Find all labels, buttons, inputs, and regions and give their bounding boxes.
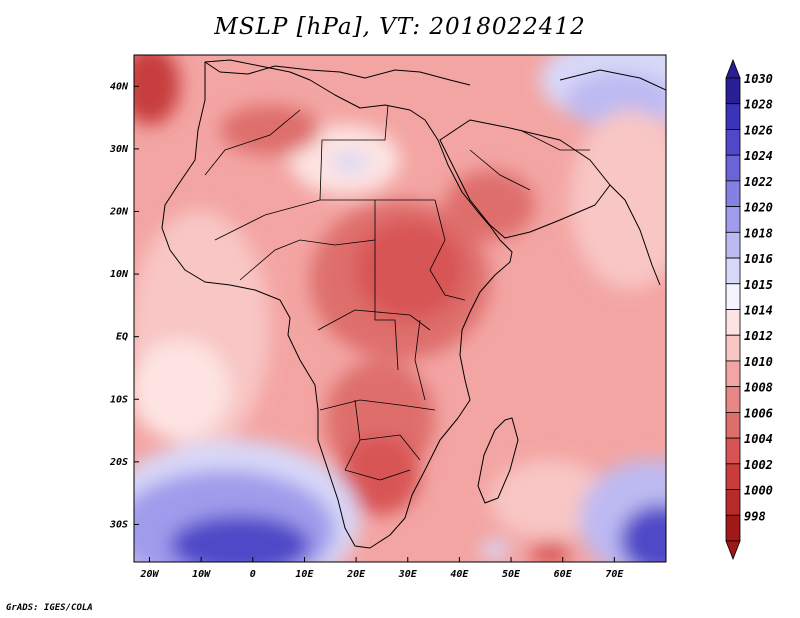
x-axis: 20W 10W 0 10E 20E 30E 40E 50E 60E 70E [139, 557, 624, 580]
colorbar: 1030 1028 1026 1024 1022 1020 1018 1016 1015 1014… [725, 58, 773, 561]
colorbar-label: 1020 [744, 201, 773, 215]
colorbar-label: 1004 [744, 432, 773, 446]
colorbar-label: 1000 [744, 484, 773, 498]
colorbar-label: 1008 [744, 381, 773, 395]
border-south-africa [359, 434, 421, 461]
africa-coastline [161, 59, 513, 549]
footer-credit: GrADS: IGES/COLA [6, 603, 93, 613]
border-east-africa [429, 199, 466, 301]
y-tick-label: EQ [116, 332, 128, 343]
coastlines [161, 59, 666, 549]
colorbar-label: 1022 [744, 175, 773, 189]
colorbar-swatch [725, 386, 741, 413]
europe-coast [204, 61, 471, 86]
y-tick-label: 30S [109, 519, 128, 530]
colorbar-label: 1012 [744, 329, 773, 343]
x-tick-label: 10W [192, 569, 211, 580]
map-title: MSLP [hPa], VT: 2018022412 [214, 14, 586, 40]
colorbar-label: 1024 [744, 149, 773, 163]
x-tick-label: 60E [554, 569, 573, 580]
x-tick-label: 20E [346, 569, 366, 580]
colorbar-swatch [725, 129, 741, 156]
x-tick-label: 10E [295, 569, 314, 580]
colorbar-swatch [725, 206, 741, 233]
border-arabia [469, 149, 531, 191]
x-tick-label: 70E [605, 569, 624, 580]
colorbar-label: 1018 [744, 226, 773, 240]
atlantic-ridge-core [134, 340, 230, 440]
pressure-field [134, 55, 666, 562]
south-atlantic-high-core [170, 515, 310, 562]
south-indian-high-core [620, 505, 666, 562]
colorbar-swatch [725, 180, 741, 208]
border-southern-ew [319, 399, 436, 411]
border-kalahari [344, 469, 411, 481]
libya-high [332, 152, 368, 172]
colorbar-label: 998 [744, 509, 766, 523]
colorbar-label: 1015 [744, 278, 773, 292]
colorbar-swatch [725, 411, 741, 439]
border-middle-east [519, 129, 590, 151]
small-high-south [481, 540, 509, 560]
colorbar-swatch [725, 283, 741, 310]
arabia-low [445, 170, 535, 240]
border-n-central [319, 104, 389, 201]
colorbar-swatch [725, 231, 741, 259]
colorbar-bottom-arrow [725, 540, 741, 561]
y-tick-label: 20N [109, 206, 129, 217]
x-tick-label: 0 [250, 569, 256, 580]
y-tick-label: 10S [110, 394, 128, 405]
border-central-ns [374, 200, 399, 371]
colorbar-label: 1030 [744, 72, 773, 86]
mascarene-low [530, 541, 570, 562]
colorbar-top-arrow [725, 58, 741, 79]
colorbar-label: 1006 [744, 406, 773, 420]
colorbar-swatch [725, 437, 741, 465]
border-west-africa [239, 239, 376, 281]
colorbar-label: 1010 [744, 355, 773, 369]
y-tick-label: 10N [110, 269, 129, 280]
central-low-core [355, 220, 465, 320]
y-tick-label: 40N [110, 81, 129, 92]
madagascar [477, 417, 519, 504]
colorbar-swatch [725, 514, 741, 542]
northwest-low [134, 55, 180, 125]
colorbar-swatch [725, 257, 741, 285]
colorbar-swatch [725, 154, 741, 182]
x-tick-label: 20W [139, 569, 159, 580]
colorbar-swatch [725, 334, 741, 362]
y-tick-label: 30N [109, 144, 129, 155]
india-coast [609, 184, 661, 286]
map-frame [133, 54, 667, 563]
x-tick-label: 40E [450, 569, 469, 580]
x-tick-label: 50E [502, 569, 521, 580]
border-nw [204, 109, 301, 176]
indian-ocean-ridge [570, 110, 666, 290]
borders [204, 104, 590, 481]
pressure-blobs [134, 55, 666, 562]
colorbar-label: 1002 [744, 458, 773, 472]
colorbar-swatch [725, 309, 741, 336]
colorbar-swatch [725, 489, 741, 516]
border-great-lakes [414, 319, 426, 401]
colorbar-label: 1028 [744, 98, 773, 112]
colorbar-label: 1016 [744, 252, 773, 266]
y-axis: 40N 30N 20N 10N EQ 10S 20S 30S [109, 81, 139, 530]
colorbar-swatch [725, 77, 741, 105]
colorbar-label: 1026 [744, 123, 773, 137]
y-tick-label: 20S [109, 457, 128, 468]
north-africa-low [220, 105, 320, 155]
asia-coast [559, 69, 666, 91]
colorbar-swatch [725, 463, 741, 490]
colorbar-swatch [725, 360, 741, 388]
kalahari-low [340, 435, 420, 515]
colorbar-label: 1014 [744, 304, 773, 318]
x-tick-label: 30E [398, 569, 418, 580]
colorbar-swatch [725, 103, 741, 130]
arabian-peninsula [439, 119, 611, 239]
